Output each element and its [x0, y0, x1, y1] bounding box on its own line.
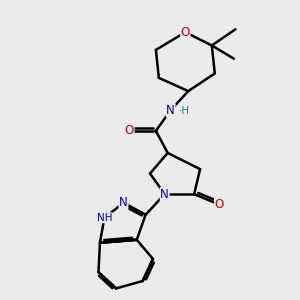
Text: O: O — [125, 124, 134, 137]
Text: NH: NH — [97, 213, 112, 223]
Text: N: N — [160, 188, 169, 201]
Text: N: N — [119, 196, 128, 209]
Text: O: O — [214, 198, 224, 211]
Text: O: O — [181, 26, 190, 39]
Text: ·H: ·H — [179, 106, 190, 116]
Text: N: N — [166, 104, 175, 117]
